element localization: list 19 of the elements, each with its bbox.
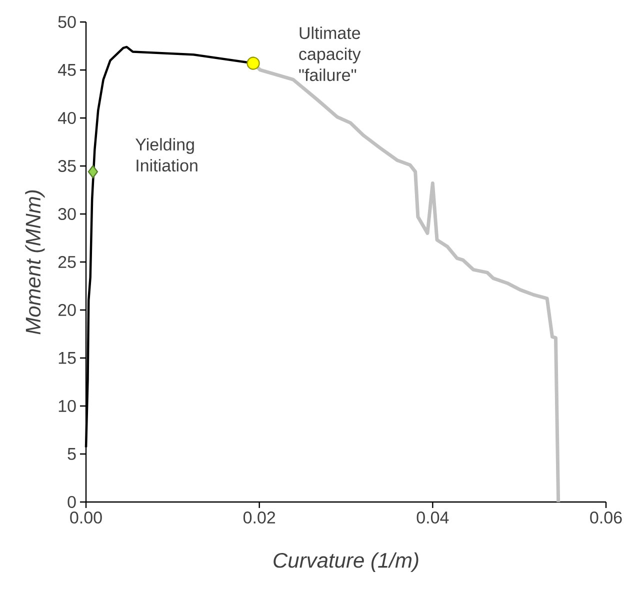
annotation: Yielding Initiation — [136, 138, 198, 172]
x-tick-label: 0.00 — [70, 512, 102, 524]
y-tick-label: 30 — [58, 208, 76, 220]
x-tick-label: 0.06 — [590, 512, 622, 524]
annotation: Ultimate capacity "failure" — [299, 26, 361, 82]
y-tick-label: 40 — [58, 112, 76, 124]
y-tick-label: 25 — [58, 256, 76, 268]
y-tick-label: 35 — [58, 160, 76, 172]
y-tick-label: 15 — [58, 352, 76, 364]
y-tick-label: 10 — [58, 400, 76, 412]
y-tick-label: 20 — [58, 304, 76, 316]
y-tick-label: 50 — [58, 16, 76, 28]
x-axis-title: Curvature (1/m) — [274, 552, 418, 572]
y-axis-title: Moment (MNm) — [25, 190, 45, 334]
y-tick-label: 5 — [68, 448, 76, 460]
y-tick-label: 45 — [58, 64, 76, 76]
x-tick-label: 0.02 — [243, 512, 276, 524]
y-tick-label: 0 — [68, 496, 76, 508]
x-tick-label: 0.04 — [416, 512, 449, 524]
